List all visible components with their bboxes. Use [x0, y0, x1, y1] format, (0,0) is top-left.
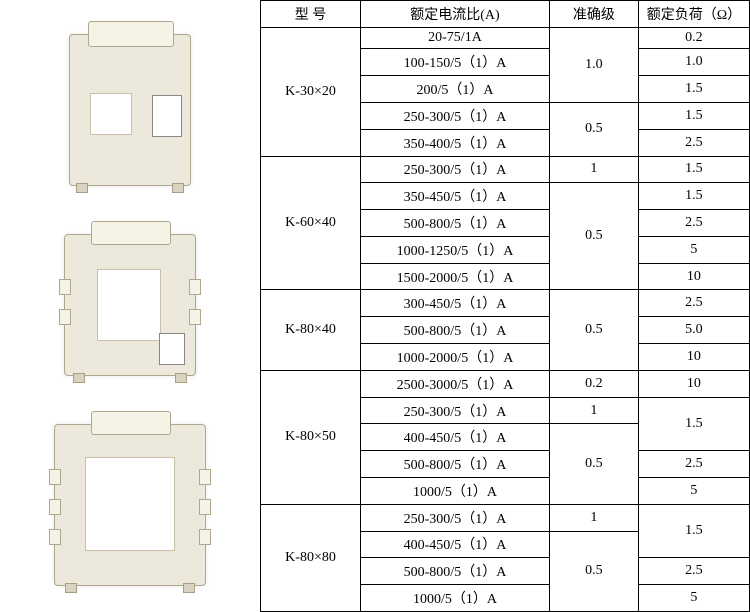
accuracy-cell: 1	[549, 156, 638, 183]
load-cell: 10	[638, 263, 749, 290]
ratio-cell: 20-75/1A	[361, 27, 550, 49]
table-row: K-30×2020-75/1A1.00.2	[261, 27, 750, 49]
ratio-cell: 500-800/5（1）A	[361, 317, 550, 344]
ratio-cell: 1000-1250/5（1）A	[361, 236, 550, 263]
ratio-cell: 1000/5（1）A	[361, 477, 550, 504]
page-container: 型 号额定电流比(A)准确级额定负荷（Ω）K-30×2020-75/1A1.00…	[0, 0, 750, 612]
table-header-load: 额定负荷（Ω）	[638, 1, 749, 28]
load-cell: 1.5	[638, 76, 749, 103]
load-cell: 1.0	[638, 49, 749, 76]
product-image-2	[64, 210, 196, 400]
ratio-cell: 500-800/5（1）A	[361, 558, 550, 585]
load-cell: 1.5	[638, 504, 749, 558]
model-cell: K-30×20	[261, 27, 361, 156]
accuracy-cell: 1.0	[549, 27, 638, 102]
ratio-cell: 250-300/5（1）A	[361, 156, 550, 183]
ratio-cell: 250-300/5（1）A	[361, 504, 550, 531]
load-cell: 5	[638, 585, 749, 612]
model-cell: K-60×40	[261, 156, 361, 290]
accuracy-cell: 0.5	[549, 103, 638, 157]
model-cell: K-80×40	[261, 290, 361, 370]
table-header-model: 型 号	[261, 1, 361, 28]
ratio-cell: 400-450/5（1）A	[361, 424, 550, 451]
ratio-cell: 200/5（1）A	[361, 76, 550, 103]
accuracy-cell: 1	[549, 504, 638, 531]
ratio-cell: 250-300/5（1）A	[361, 397, 550, 424]
load-cell: 5	[638, 236, 749, 263]
product-image-1	[69, 10, 191, 210]
spec-table-container: 型 号额定电流比(A)准确级额定负荷（Ω）K-30×2020-75/1A1.00…	[260, 0, 750, 612]
table-header-ratio: 额定电流比(A)	[361, 1, 550, 28]
load-cell: 5.0	[638, 317, 749, 344]
ratio-cell: 350-400/5（1）A	[361, 129, 550, 156]
accuracy-cell: 0.5	[549, 290, 638, 370]
ratio-cell: 500-800/5（1）A	[361, 451, 550, 478]
ratio-cell: 400-450/5（1）A	[361, 531, 550, 558]
model-cell: K-80×80	[261, 504, 361, 611]
ratio-cell: 1000/5（1）A	[361, 585, 550, 612]
ratio-cell: 300-450/5（1）A	[361, 290, 550, 317]
ratio-cell: 2500-3000/5（1）A	[361, 370, 550, 397]
table-row: K-80×502500-3000/5（1）A0.210	[261, 370, 750, 397]
load-cell: 2.5	[638, 290, 749, 317]
ratio-cell: 1000-2000/5（1）A	[361, 344, 550, 371]
load-cell: 2.5	[638, 129, 749, 156]
load-cell: 10	[638, 344, 749, 371]
load-cell: 0.2	[638, 27, 749, 49]
ratio-cell: 350-450/5（1）A	[361, 183, 550, 210]
accuracy-cell: 0.5	[549, 183, 638, 290]
ratio-cell: 250-300/5（1）A	[361, 103, 550, 130]
accuracy-cell: 1	[549, 397, 638, 424]
table-header-accuracy: 准确级	[549, 1, 638, 28]
load-cell: 1.5	[638, 397, 749, 451]
load-cell: 5	[638, 477, 749, 504]
load-cell: 2.5	[638, 451, 749, 478]
load-cell: 10	[638, 370, 749, 397]
spec-table: 型 号额定电流比(A)准确级额定负荷（Ω）K-30×2020-75/1A1.00…	[260, 0, 750, 612]
table-row: K-60×40250-300/5（1）A11.5	[261, 156, 750, 183]
load-cell: 1.5	[638, 103, 749, 130]
table-row: K-80×80250-300/5（1）A11.5	[261, 504, 750, 531]
accuracy-cell: 0.5	[549, 424, 638, 504]
accuracy-cell: 0.2	[549, 370, 638, 397]
accuracy-cell: 0.5	[549, 531, 638, 611]
product-image-3	[54, 400, 206, 610]
product-images-column	[0, 0, 260, 612]
load-cell: 2.5	[638, 210, 749, 237]
load-cell: 1.5	[638, 156, 749, 183]
load-cell: 2.5	[638, 558, 749, 585]
model-cell: K-80×50	[261, 370, 361, 504]
ratio-cell: 1500-2000/5（1）A	[361, 263, 550, 290]
ratio-cell: 100-150/5（1）A	[361, 49, 550, 76]
table-row: K-80×40300-450/5（1）A0.52.5	[261, 290, 750, 317]
ratio-cell: 500-800/5（1）A	[361, 210, 550, 237]
load-cell: 1.5	[638, 183, 749, 210]
